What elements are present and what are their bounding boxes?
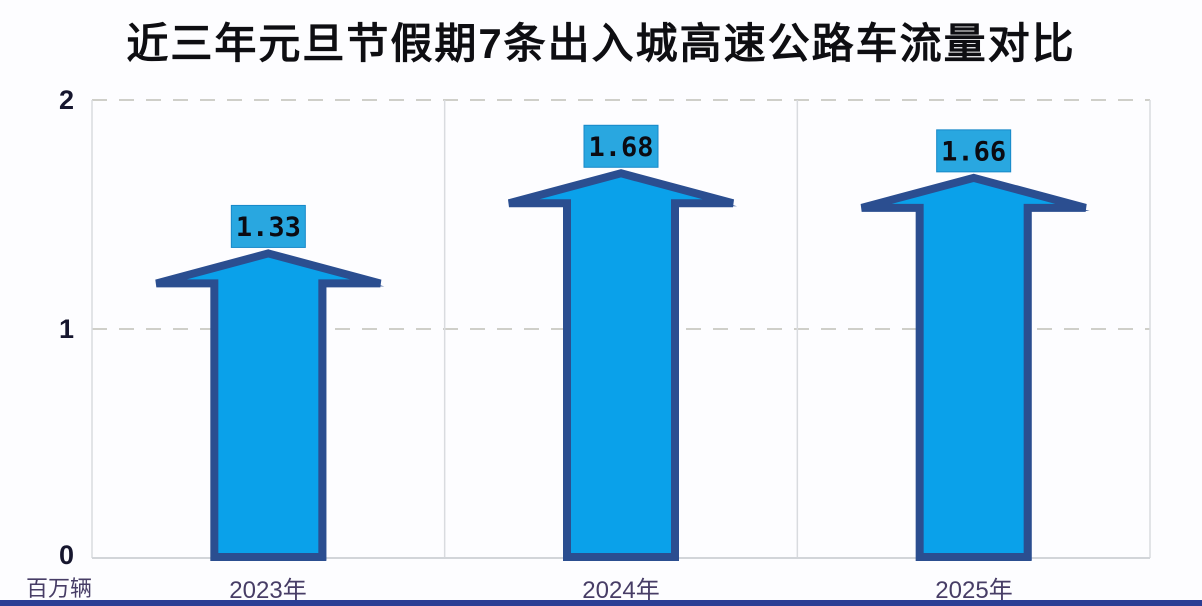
value-label-box [230,204,306,248]
arrow-2023年 [155,249,382,561]
y-axis-tick-1: 1 [58,314,74,344]
x-axis-label-2025: 2025年 [935,577,1013,604]
x-axis-label-2023: 2023年 [229,577,307,604]
arrow-2024年 [507,169,735,561]
chart-title: 近三年元旦节假期7条出入城高速公路车流量对比 [126,20,1076,67]
x-axis-label-2024: 2024年 [582,577,660,604]
value-label: 1.68 [588,132,653,163]
value-label: 1.33 [236,212,301,243]
y-axis-tick-2: 2 [58,85,74,115]
value-label-box [583,124,659,168]
bottom-accent-bar [0,600,1202,606]
value-label-box [936,129,1012,173]
y-axis-unit-label: 百万辆 [26,576,93,601]
value-label: 1.66 [941,136,1006,167]
arrow-2025年 [860,173,1087,561]
y-axis-tick-0: 0 [58,540,74,570]
